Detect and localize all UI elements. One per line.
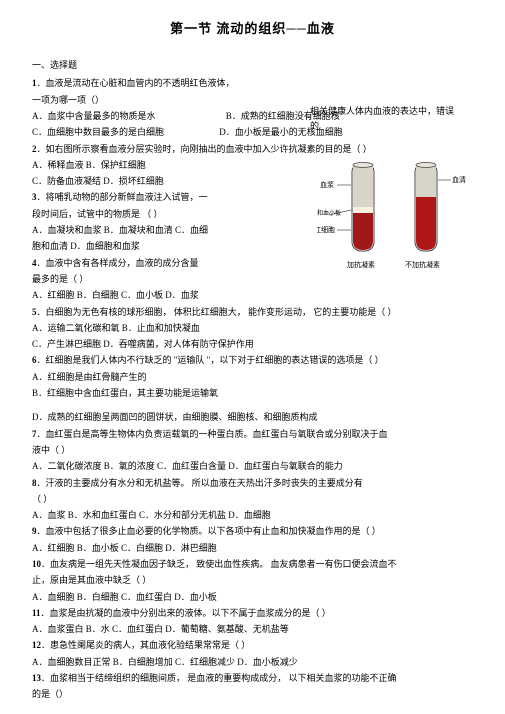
caption-right: 不加抗凝素 [405,260,440,269]
q10-line2: 止，原由是其血液中缺乏（ ） [32,573,473,588]
q6-text: ．红细胞是我们人体内不行缺乏的 "运输队 "，以下对于红细胞的表达错误的选项是（… [37,355,384,365]
question-11: 11．血浆是由抗凝的血液中分别出来的液体。以下不属于血浆成分的是（ ） [32,606,473,621]
q1-opt-a: A．血浆中含量最多的物质是水 [32,109,156,124]
question-9: 9．血液中包括了很多止血必要的化学物质。以下各项中有止血和加快凝血作用的是（ ） [32,524,473,539]
q7-text: ．血红蛋白是高等生物体内负责运载氧的一种蛋白质。血红蛋白与氧联合或分别取决于血 [37,429,388,439]
q10-text: ．血友病是一组先天性凝血因子缺乏， 致使出血性疾病。 血友病患者一有伤口便会流血… [41,559,397,569]
question-10: 10．血友病是一组先天性凝血因子缺乏， 致使出血性疾病。 血友病患者一有伤口便会… [32,557,473,572]
q10-num: 10 [32,559,41,569]
q8-text: ．汗液的主要成分有水分和无机盐等。 所以血液在天热出汗多时丧失的主要成分有 [37,478,363,488]
q1-text: ．血液是流动在心脏和血管内的不透明红色液体， [37,78,235,88]
q1-opt-c: C．血细胞中数目最多的是白细胞 [32,125,164,140]
question-5: 5．白细胞为无色有核的球形细胞， 体积比红细胞大， 能作变形运动， 它的主要功能… [32,305,473,320]
q8-line2: （ ） [32,492,473,507]
question-8: 8．汗液的主要成分有水分和无机盐等。 所以血液在天热出汗多时丧失的主要成分有 [32,476,473,491]
label-rbc: 红细胞 [317,225,335,234]
q1-right-text: 相关健康人体内血液的表达中，错误的 [310,104,460,135]
q5-opt-cd: C．产生淋巴细胞 D．吞噬病菌，对人体有防守保护作用 [32,337,473,352]
q9-opts: A．红细胞 B．血小板 C．白细胞 D．淋巴细胞 [32,541,473,556]
q11-opts: A．血浆蛋白 B．水 C．血红蛋白 D．葡萄糖、氨基酸、无机盐等 [32,622,473,637]
q13-text: ．血浆相当于结缔组织的细胞间质， 是血液的重要构成成分， 以下相关血浆的功能不正… [41,673,397,683]
q8-opts: A．血浆 B．水和血红蛋白 C．水分和部分无机盐 D．血细胞 [32,508,473,523]
q3-text: ．将哺乳动物的部分新鲜血液注入试管，一 [37,192,208,202]
q6-opt-d: D．成熟的红细胞呈两面凹的圆饼状，由细胞膜、细胞核、和细胞质构成 [32,410,473,425]
q7-opts: A．二氧化碳浓度 B．氧的浓度 C．血红蛋白含量 D．血红蛋白与氧联合的能力 [32,459,473,474]
q9-text: ．血液中包括了很多止血必要的化学物质。以下各项中有止血和加快凝血作用的是（ ） [37,526,381,536]
page-title: 第一节 流动的组织──血液 [32,18,473,40]
q4-text: ．血液中含有各样成分，血液的成分含量 [37,258,199,268]
question-6: 6．红细胞是我们人体内不行缺乏的 "运输队 "，以下对于红细胞的表达错误的选项是… [32,353,473,368]
question-7: 7．血红蛋白是高等生物体内负责运载氧的一种蛋白质。血红蛋白与氧联合或分别取决于血 [32,427,473,442]
q12-opts: A．血细胞数目正常 B．白细胞增加 C．红细胞减少 D．血小板减少 [32,655,473,670]
q12-text: ．患急性阑尾炎的病人，其血液化验结果常常是（ ） [41,640,250,650]
q12-num: 12 [32,640,41,650]
label-wbc: 白细胞和血小板 [317,209,341,217]
q10-opts: A．血细胞 B．白细胞 C．血红蛋白 D．血小板 [32,590,473,605]
blood-tube-diagram: 血浆 白细胞和血小板 红细胞 加抗凝素 血清 不加抗凝素 [317,155,467,285]
caption-left: 加抗凝素 [347,260,375,269]
q5-text: ．白细胞为无色有核的球形细胞， 体积比红细胞大， 能作变形运动， 它的主要功能是… [37,307,397,317]
q4-opts: A．红细胞 B．白细胞 C．血小板 D．血浆 [32,288,473,303]
q11-num: 11 [32,608,41,618]
q6-opt-b: B．红细胞中含血红蛋白，其主要功能是运输氧 [32,386,473,401]
q6-opt-a: A．红细胞是由红骨髓产生的 [32,370,473,385]
question-1: 1．血液是流动在心脏和血管内的不透明红色液体， [32,76,473,91]
label-plasma: 血浆 [320,180,334,189]
q2-text: ．如右图所示察看血液分层实验时，向刚抽出的血液中加入少许抗凝素的目的是（ ） [37,144,372,154]
section-header: 一、选择题 [32,58,473,73]
q11-text: ．血浆是由抗凝的血液中分别出来的液体。以下不属于血浆成分的是（ ） [41,608,331,618]
q7-line2: 液中（ ） [32,443,473,458]
q13-num: 13 [32,673,41,683]
q5-opt-ab: A．运输二氧化碳和氧 B．止血和加快凝血 [32,321,473,336]
label-serum: 血清 [452,175,466,184]
question-13: 13．血浆相当于结缔组织的细胞间质， 是血液的重要构成成分， 以下相关血浆的功能… [32,671,473,686]
q13-line2: 的是（） [32,687,473,702]
question-12: 12．患急性阑尾炎的病人，其血液化验结果常常是（ ） [32,638,473,653]
